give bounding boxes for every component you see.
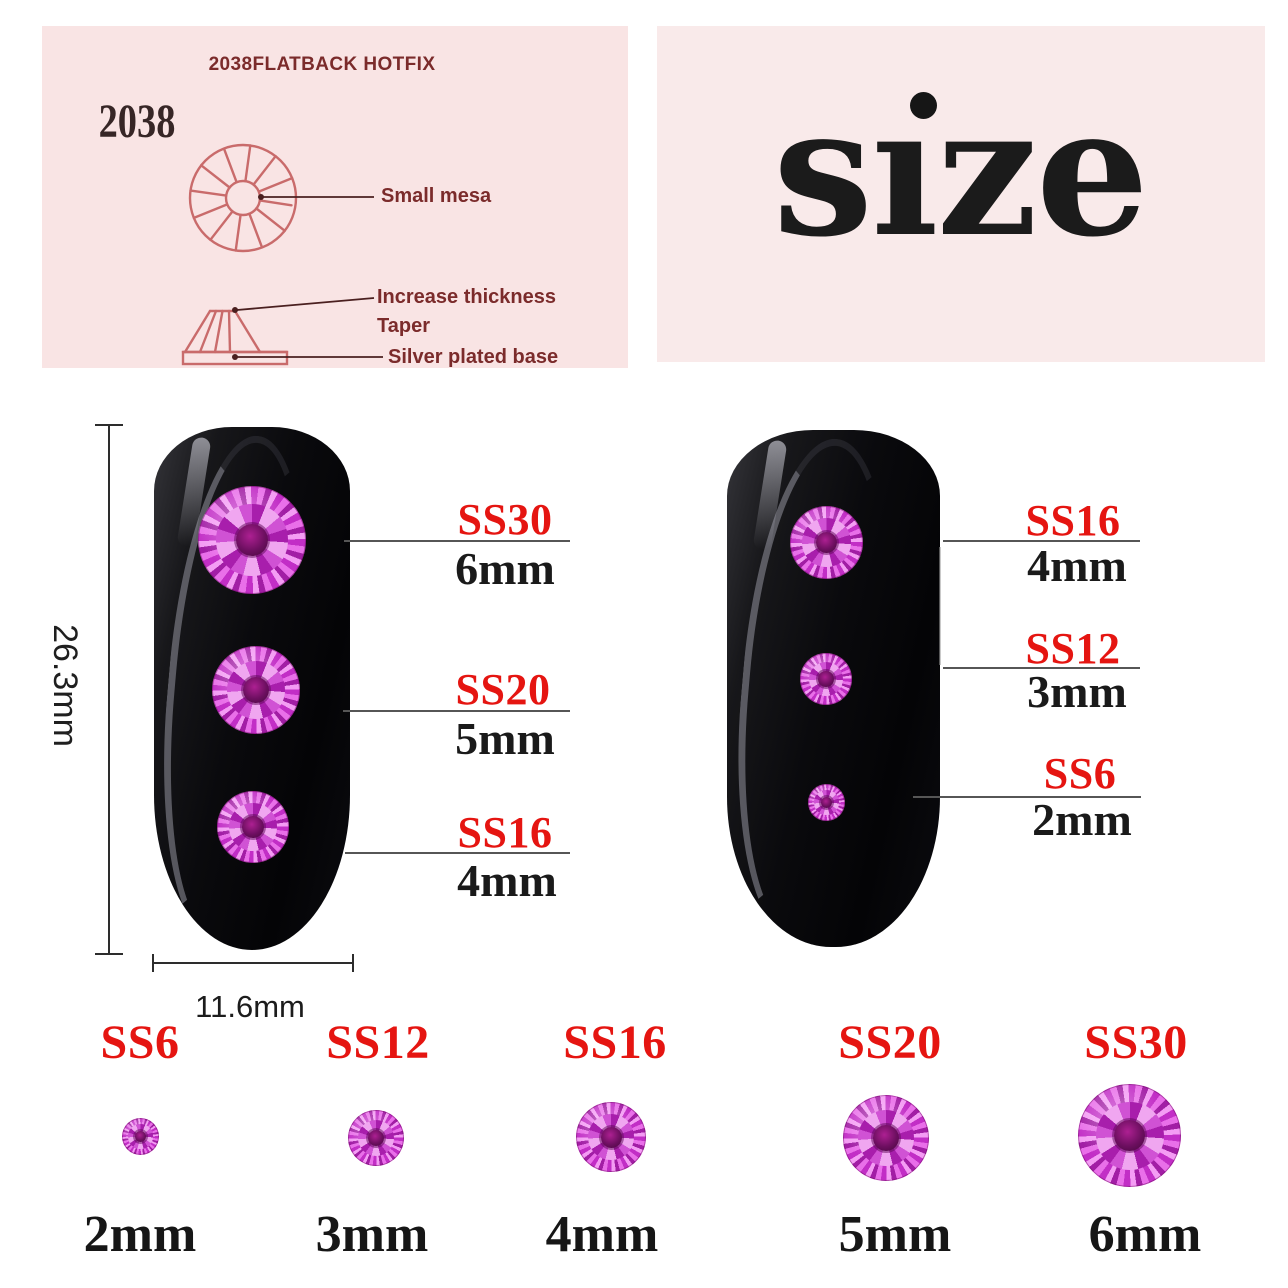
nail-width-label: 11.6mm [195,989,305,1024]
increase-thickness-label: Increase thickness [377,286,556,308]
rhinestone-ss16-right [790,506,863,579]
spec-panel-header: 2038FLATBACK HOTFIX [208,54,436,75]
row-size-6mm: 6mm [1088,1206,1202,1263]
size-title: sıze [772,67,1149,276]
callout-size-2mm-right: 2mm [1032,794,1132,845]
height-measure-line [108,425,110,955]
height-measure-cap-bottom [95,953,123,955]
thickness-leader-line [236,297,375,311]
size-panel: sıze [657,26,1265,362]
rhinestone-ss20 [212,646,300,734]
nail-height-label: 26.3mm [45,623,84,747]
callout-size-6mm: 6mm [455,543,555,594]
width-measure-line [153,962,353,964]
callout-code-ss30: SS30 [457,495,553,544]
callout-size-4mm-right: 4mm [1027,540,1127,591]
sample-gem-ss20 [843,1095,929,1181]
row-size-4mm: 4mm [545,1206,659,1263]
callout-line-ss16-right [943,540,1140,542]
callout-code-ss20: SS20 [455,665,551,714]
callout-line-ss20 [343,710,570,712]
rhinestone-ss6-right [808,784,845,821]
row-size-2mm: 2mm [83,1206,197,1263]
mesa-pointer-dot [258,194,264,200]
rhinestone-ss16 [217,791,289,863]
taper-label: Taper [377,315,430,337]
sample-gem-ss30 [1078,1084,1181,1187]
rhinestone-ss12-right [800,653,852,705]
callout-code-ss16: SS16 [457,808,553,857]
row-code-ss6: SS6 [100,1016,180,1069]
small-mesa-label: Small mesa [381,185,492,207]
rhinestone-ss30 [198,486,306,594]
row-code-ss30: SS30 [1084,1016,1188,1069]
callout-line-ss12-right [943,667,1140,669]
callout-code-ss6-right: SS6 [1043,749,1117,798]
sample-gem-ss6 [122,1118,159,1155]
i-dot-accent [910,92,937,119]
width-measure-cap-left [152,954,154,972]
crystal-diagram [181,143,383,366]
model-number: 2038 [98,95,176,148]
callout-line-ss30 [344,540,570,542]
row-code-ss16: SS16 [563,1016,667,1069]
spec-panel: 2038FLATBACK HOTFIX 2038 [42,26,628,368]
crystal-side-view-icon [181,309,289,366]
callout-line-ss6-right [913,796,1141,798]
row-code-ss12: SS12 [326,1016,430,1069]
height-measure-cap-top [95,424,123,426]
nail-edge-mark [939,547,941,665]
callout-size-4mm: 4mm [457,855,557,906]
sample-gem-ss16 [576,1102,646,1172]
row-size-3mm: 3mm [315,1206,429,1263]
callout-line-ss16 [345,852,570,854]
row-size-5mm: 5mm [838,1206,952,1263]
callout-code-ss16-right: SS16 [1025,496,1121,545]
callout-size-3mm-right: 3mm [1027,666,1127,717]
width-measure-cap-right [352,954,354,972]
base-pointer-dot [232,354,238,360]
callout-size-5mm: 5mm [455,713,555,764]
callout-code-ss12-right: SS12 [1025,624,1121,673]
crystal-top-view-icon [188,143,298,253]
silver-base-label: Silver plated base [388,346,559,368]
row-code-ss20: SS20 [838,1016,942,1069]
sample-gem-ss12 [348,1110,404,1166]
thickness-pointer-dot [232,307,238,313]
